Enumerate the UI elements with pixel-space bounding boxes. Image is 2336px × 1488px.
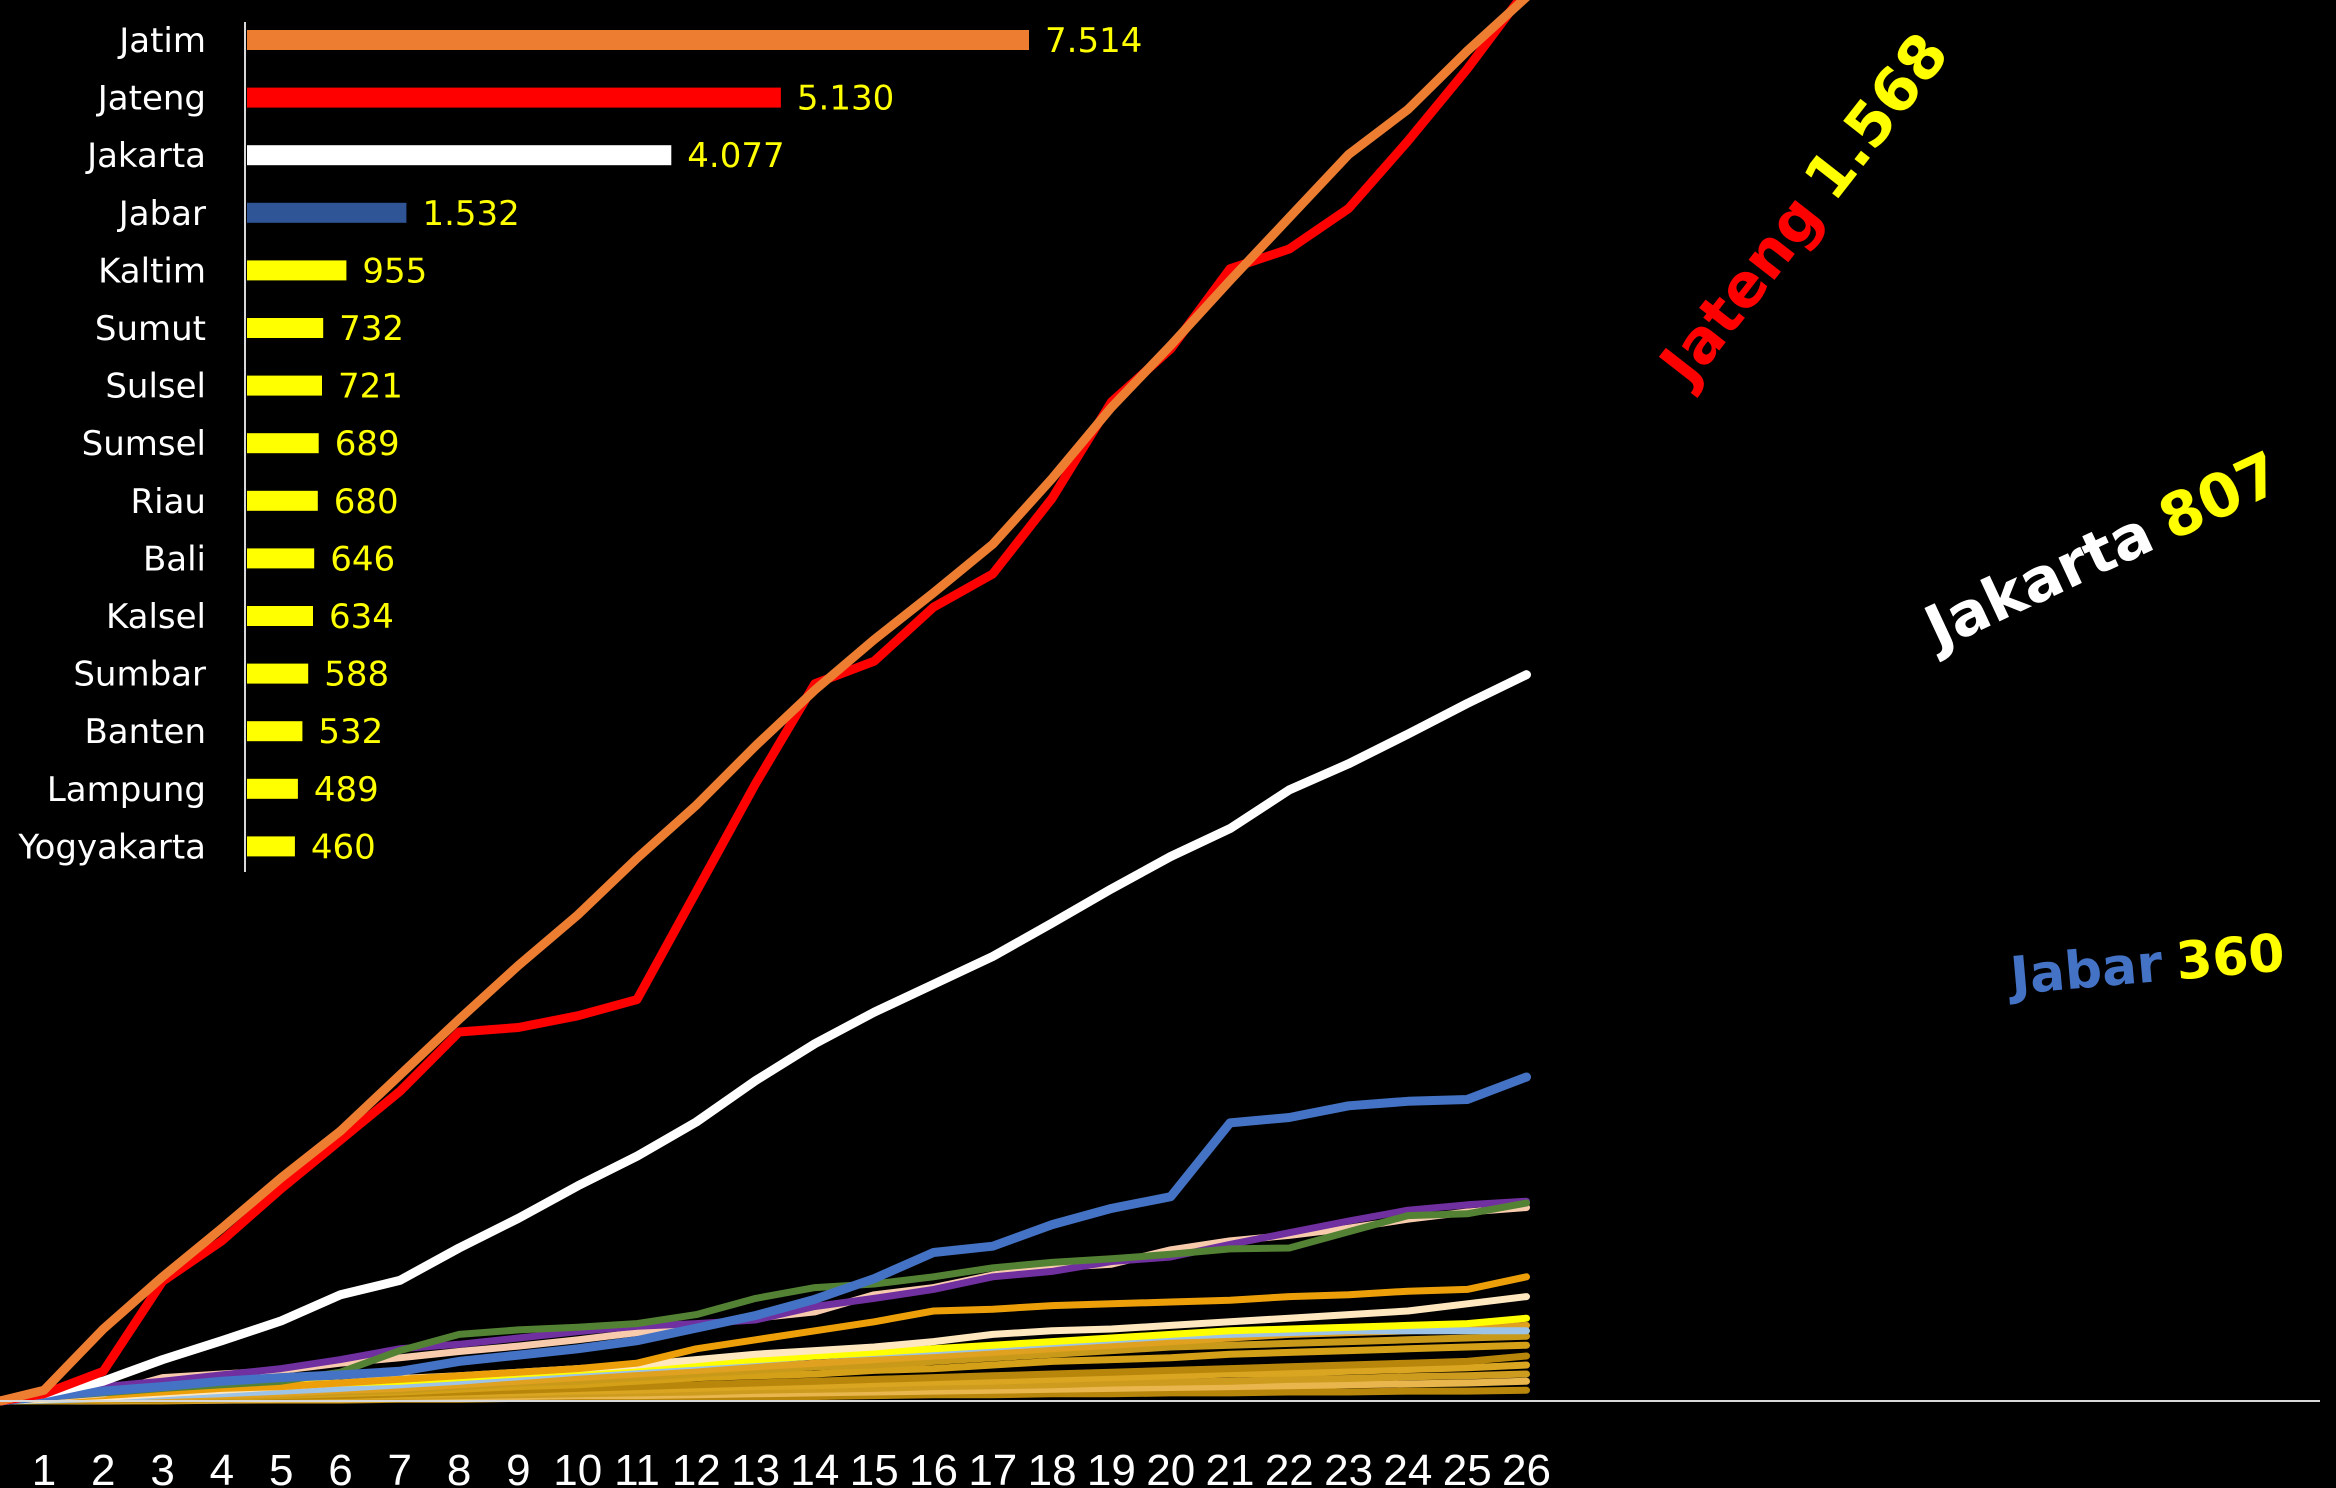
x-tick-label: 25 <box>1443 1446 1492 1488</box>
bar-sulsel <box>247 375 322 396</box>
line-series-jateng <box>0 0 1525 1406</box>
bar-value-label: 460 <box>311 827 376 867</box>
bar-banten <box>247 721 303 742</box>
x-tick-label: 1 <box>32 1446 56 1488</box>
x-tick-label: 16 <box>909 1446 958 1488</box>
bar-sumut <box>247 318 324 338</box>
bar-kaltim <box>247 260 347 281</box>
x-tick-label: 14 <box>790 1446 839 1488</box>
bar-value-label: 588 <box>324 655 389 695</box>
x-tick-label: 15 <box>850 1446 899 1488</box>
bar-value-label: 955 <box>362 251 427 291</box>
x-tick-label: 13 <box>731 1446 780 1488</box>
bar-kalsel <box>247 606 313 626</box>
bar-value-label: 721 <box>338 367 403 407</box>
x-tick-label: 19 <box>1087 1446 1136 1488</box>
bar-value-label: 646 <box>330 539 395 579</box>
bar-category-label: Sumbar <box>73 655 206 695</box>
bar-value-label: 7.514 <box>1045 21 1142 61</box>
bar-category-label: Sumut <box>95 309 206 349</box>
x-tick-label: 21 <box>1206 1446 1255 1488</box>
bar-value-label: 5.130 <box>797 79 894 119</box>
bar-category-label: Lampung <box>47 770 206 810</box>
bar-value-label: 689 <box>335 424 400 464</box>
x-tick-label: 20 <box>1146 1446 1195 1488</box>
bar-jakarta <box>247 145 672 166</box>
x-tick-label: 9 <box>506 1446 530 1488</box>
annotation-jakarta-name: Jakarta <box>1911 498 2164 665</box>
bar-category-label: Jakarta <box>85 136 206 176</box>
annotation-jateng-value: 1.568 <box>1791 20 1963 213</box>
bar-chart: Jatim 7.514 Jateng 5.130 Jakarta 4.077 Jabar 1.… <box>17 21 1142 867</box>
x-tick-label: 11 <box>614 1446 660 1488</box>
annotation-jabar-value: 360 <box>2174 923 2287 992</box>
annotation-jateng-name: Jateng <box>1644 182 1836 400</box>
bar-category-label: Banten <box>84 712 206 752</box>
annotation-jabar-name: Jabar <box>2005 934 2165 1007</box>
x-tick-label: 24 <box>1383 1446 1432 1488</box>
bar-value-label: 732 <box>339 309 404 349</box>
x-tick-label: 10 <box>553 1446 602 1488</box>
bar-value-label: 4.077 <box>687 136 784 176</box>
bar-category-label: Jatim <box>117 21 206 61</box>
bar-category-label: Riau <box>131 482 206 522</box>
x-axis-tick-labels: 1 2 3 4 5 6 7 8 9 10 11 12 13 14 15 16 17 18 19 20 21 22 23 24 2… <box>32 1446 1551 1488</box>
annotation-jateng: Jateng1.568 <box>1644 20 1962 400</box>
annotation-jakarta-value: 807 <box>2149 438 2292 554</box>
x-tick-label: 8 <box>447 1446 471 1488</box>
line-series-jatim <box>0 0 1530 1406</box>
bar-category-label: Jateng <box>96 79 206 119</box>
bar-sumsel <box>247 433 319 454</box>
bar-category-label: Bali <box>143 539 206 579</box>
bar-value-label: 489 <box>314 770 379 810</box>
bar-yogyakarta <box>247 836 295 857</box>
bar-category-label: Sulsel <box>105 367 206 407</box>
x-tick-label: 7 <box>388 1446 412 1488</box>
bar-category-label: Kaltim <box>98 251 206 291</box>
x-tick-label: 18 <box>1028 1446 1077 1488</box>
bar-bali <box>247 548 315 569</box>
line-series-jakarta <box>0 670 1531 1406</box>
x-tick-label: 5 <box>269 1446 293 1488</box>
bar-jateng <box>247 87 781 108</box>
x-tick-label: 4 <box>210 1446 234 1488</box>
x-tick-label: 6 <box>328 1446 352 1488</box>
x-tick-label: 23 <box>1324 1446 1373 1488</box>
x-tick-label: 2 <box>91 1446 115 1488</box>
bar-value-label: 634 <box>329 597 394 637</box>
annotation-jakarta: Jakarta807 <box>1911 438 2292 665</box>
x-tick-label: 12 <box>672 1446 721 1488</box>
line-series-jabar <box>0 1072 1531 1406</box>
bar-jabar <box>247 202 407 223</box>
line-series-gold1 <box>0 1273 1530 1405</box>
bar-category-label: Jabar <box>117 194 206 234</box>
bar-value-label: 532 <box>318 712 383 752</box>
line-chart-series <box>0 0 1531 1406</box>
x-tick-label: 26 <box>1502 1446 1551 1488</box>
bar-category-label: Yogyakarta <box>17 827 206 867</box>
bar-riau <box>247 490 318 511</box>
x-tick-label: 22 <box>1265 1446 1314 1488</box>
annotation-jabar: Jabar 360 <box>2005 923 2287 1007</box>
bar-sumbar <box>247 663 309 684</box>
bar-lampung <box>247 778 298 799</box>
bar-jatim <box>247 30 1029 50</box>
x-tick-label: 17 <box>968 1446 1017 1488</box>
bar-value-label: 680 <box>334 482 399 522</box>
x-tick-label: 3 <box>150 1446 174 1488</box>
bar-category-label: Kalsel <box>106 597 206 637</box>
bar-value-label: 1.532 <box>422 194 519 234</box>
bar-category-label: Sumsel <box>82 424 206 464</box>
